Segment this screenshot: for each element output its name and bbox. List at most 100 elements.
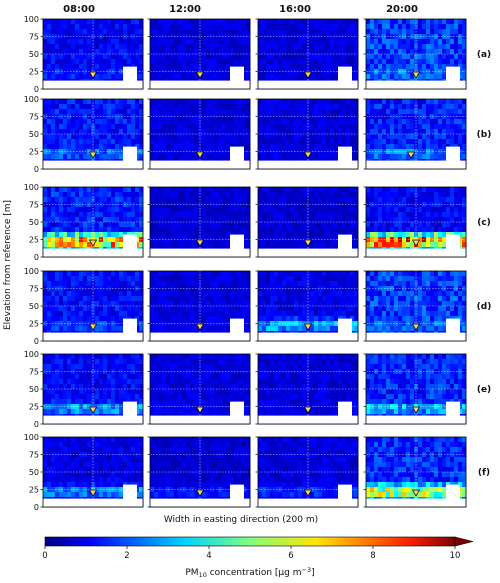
heatmap-cell bbox=[310, 29, 315, 35]
heatmap-cell bbox=[174, 212, 179, 218]
heatmap-cell bbox=[127, 124, 132, 130]
heatmap-cell bbox=[218, 39, 223, 45]
heatmap-cell bbox=[139, 326, 144, 332]
heatmap-cell bbox=[43, 311, 48, 317]
heatmap-cell bbox=[222, 217, 227, 223]
heatmap-cell bbox=[298, 144, 303, 150]
building-block bbox=[338, 146, 352, 169]
heatmap-cell bbox=[338, 104, 343, 110]
heatmap-cell bbox=[370, 207, 375, 213]
heatmap-cell bbox=[67, 301, 72, 307]
heatmap-cell bbox=[202, 99, 207, 105]
heatmap-cell bbox=[334, 54, 339, 60]
heatmap-cell bbox=[330, 74, 335, 80]
heatmap-cell bbox=[51, 222, 56, 228]
heatmap-cell bbox=[458, 154, 463, 160]
heatmap-cell bbox=[366, 207, 371, 213]
heatmap-cell bbox=[107, 64, 112, 70]
heatmap-cell bbox=[67, 321, 72, 327]
heatmap-cell bbox=[234, 296, 239, 302]
heatmap-cell bbox=[378, 69, 383, 75]
heatmap-cell bbox=[382, 99, 387, 105]
heatmap-cell bbox=[222, 202, 227, 208]
heatmap-cell bbox=[198, 276, 203, 282]
terrain-mask bbox=[43, 332, 143, 341]
heatmap-cell bbox=[446, 24, 451, 30]
heatmap-cell bbox=[246, 217, 251, 223]
heatmap-cell bbox=[139, 104, 144, 110]
heatmap-cell bbox=[398, 154, 403, 160]
heatmap-cell bbox=[127, 129, 132, 135]
heatmap-cell bbox=[350, 109, 355, 115]
heatmap-cell bbox=[150, 69, 155, 75]
heatmap-cell bbox=[206, 119, 211, 125]
heatmap-cell bbox=[75, 326, 80, 332]
heatmap-cell bbox=[202, 139, 207, 145]
heatmap-cell bbox=[150, 109, 155, 115]
heatmap-cell bbox=[318, 104, 323, 110]
heatmap-cell bbox=[131, 197, 136, 203]
heatmap-cell bbox=[150, 99, 155, 105]
heatmap-cell bbox=[87, 74, 92, 80]
heatmap-cell bbox=[103, 129, 108, 135]
building-block bbox=[230, 146, 244, 169]
heatmap-cell bbox=[131, 119, 136, 125]
heatmap-cell bbox=[442, 29, 447, 35]
heatmap-cell bbox=[330, 104, 335, 110]
heatmap-cell bbox=[378, 154, 383, 160]
heatmap-cell bbox=[322, 227, 327, 233]
heatmap-cell bbox=[334, 39, 339, 45]
heatmap-cell bbox=[83, 54, 88, 60]
receptor-marker bbox=[88, 71, 98, 79]
heatmap-cell bbox=[150, 217, 155, 223]
heatmap-cell bbox=[402, 24, 407, 30]
heatmap-cell bbox=[246, 296, 251, 302]
heatmap-cell bbox=[111, 24, 116, 30]
heatmap-cell bbox=[402, 49, 407, 55]
heatmap-cell bbox=[286, 64, 291, 70]
heatmap-cell bbox=[162, 217, 167, 223]
heatmap-cell bbox=[186, 109, 191, 115]
heatmap-cell bbox=[418, 217, 423, 223]
heatmap-cell bbox=[258, 192, 263, 198]
heatmap-cell bbox=[278, 187, 283, 193]
heatmap-cell bbox=[174, 291, 179, 297]
heatmap-cell bbox=[135, 281, 140, 287]
heatmap-cell bbox=[135, 19, 140, 25]
heatmap-cell bbox=[242, 281, 247, 287]
heatmap-cell bbox=[266, 39, 271, 45]
heatmap-cell bbox=[103, 242, 108, 248]
heatmap-cell bbox=[462, 139, 467, 145]
heatmap-cell bbox=[286, 192, 291, 198]
heatmap-cell bbox=[306, 64, 311, 70]
heatmap-cell bbox=[454, 119, 459, 125]
terrain-mask bbox=[366, 80, 466, 89]
heatmap-cell bbox=[103, 69, 108, 75]
heatmap-cell bbox=[119, 109, 124, 115]
heatmap-cell bbox=[274, 19, 279, 25]
heatmap-panel bbox=[363, 98, 467, 170]
heatmap-cell bbox=[274, 154, 279, 160]
heatmap-cell bbox=[462, 197, 467, 203]
heatmap-cell bbox=[71, 104, 76, 110]
heatmap-cell bbox=[378, 187, 383, 193]
heatmap-cell bbox=[150, 29, 155, 35]
heatmap-cell bbox=[322, 197, 327, 203]
heatmap-cell bbox=[79, 29, 84, 35]
heatmap-panel bbox=[255, 18, 359, 90]
heatmap-cell bbox=[314, 139, 319, 145]
heatmap-cell bbox=[422, 64, 427, 70]
heatmap-cell bbox=[434, 134, 439, 140]
heatmap-cell bbox=[390, 29, 395, 35]
heatmap-cell bbox=[410, 129, 415, 135]
heatmap-cell bbox=[186, 99, 191, 105]
heatmap-cell bbox=[402, 192, 407, 198]
heatmap-cell bbox=[174, 114, 179, 120]
heatmap-cell bbox=[318, 217, 323, 223]
heatmap-cell bbox=[182, 212, 187, 218]
heatmap-cell bbox=[334, 74, 339, 80]
heatmap-cell bbox=[206, 301, 211, 307]
heatmap-cell bbox=[246, 242, 251, 248]
y-tick-label: 50 bbox=[29, 218, 39, 227]
heatmap-cell bbox=[310, 187, 315, 193]
